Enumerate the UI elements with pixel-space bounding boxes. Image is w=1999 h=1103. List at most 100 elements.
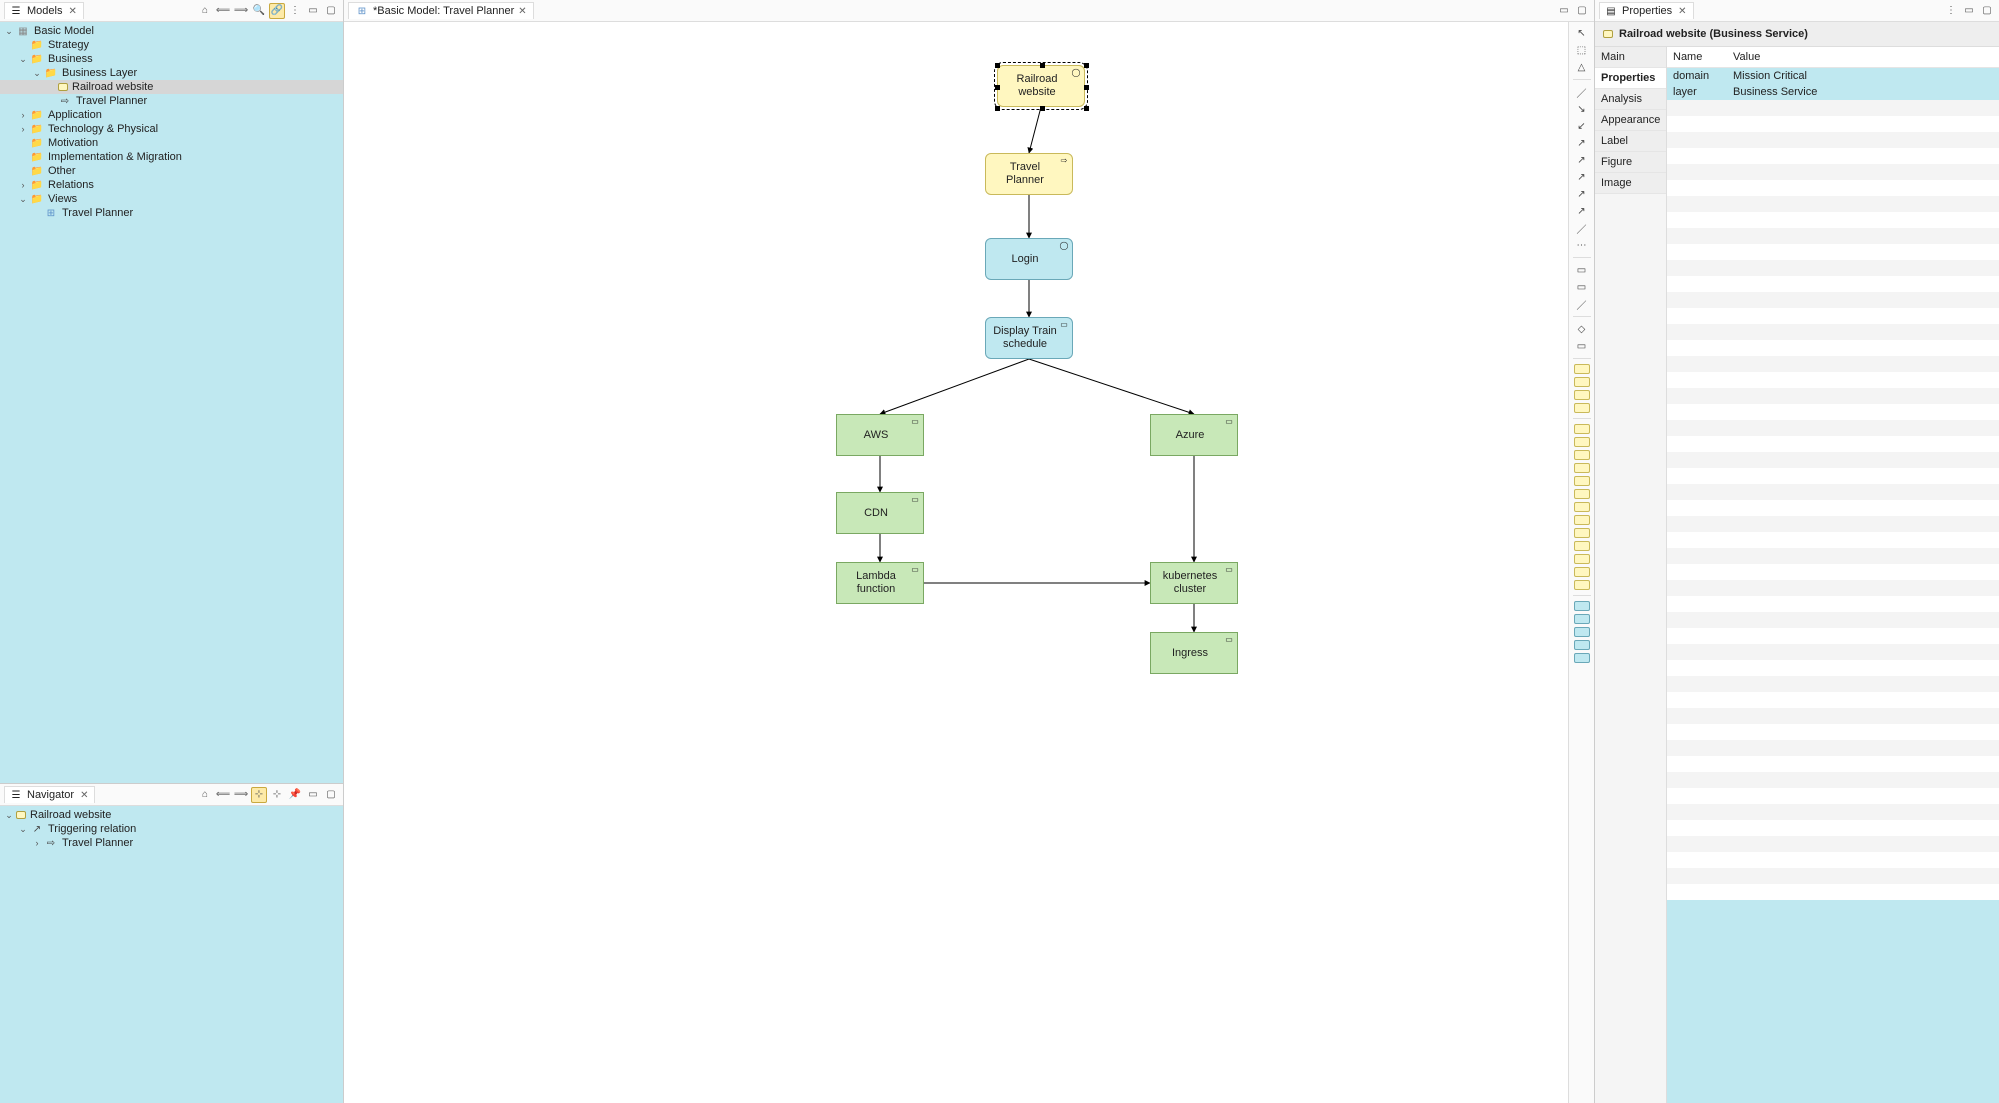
tree-item-railroad-website[interactable]: Railroad website — [0, 80, 343, 94]
tree-item-other[interactable]: Other — [0, 164, 343, 178]
resize-handle[interactable] — [1084, 85, 1089, 90]
node-ingress[interactable]: Ingress▭ — [1150, 632, 1238, 674]
menu-icon[interactable]: ⋮ — [1943, 3, 1959, 19]
palette-item[interactable]: △ — [1573, 60, 1591, 74]
node-k8s[interactable]: kubernetes cluster▭ — [1150, 562, 1238, 604]
palette-item[interactable] — [1574, 601, 1590, 611]
close-icon[interactable]: ✕ — [518, 6, 526, 17]
twisty-icon[interactable]: › — [32, 838, 42, 848]
palette-item[interactable] — [1574, 502, 1590, 512]
minimize-icon[interactable]: ▭ — [1961, 3, 1977, 19]
twisty-icon[interactable]: › — [18, 110, 28, 120]
node-login[interactable]: Login◯ — [985, 238, 1073, 280]
minimize-icon[interactable]: ▭ — [305, 3, 321, 19]
properties-section-tab[interactable]: Figure — [1595, 152, 1666, 173]
palette-item[interactable] — [1574, 437, 1590, 447]
properties-section-tab[interactable]: Analysis — [1595, 89, 1666, 110]
tree-item-impl-mig[interactable]: Implementation & Migration — [0, 150, 343, 164]
models-tab[interactable]: ☰ Models ✕ — [4, 2, 84, 19]
palette-item[interactable] — [1574, 640, 1590, 650]
palette-item[interactable] — [1574, 489, 1590, 499]
palette-item[interactable] — [1574, 424, 1590, 434]
close-icon[interactable]: ✕ — [78, 790, 90, 801]
palette-item[interactable] — [1574, 463, 1590, 473]
tree-item-strategy[interactable]: Strategy — [0, 38, 343, 52]
node-display[interactable]: Display Train schedule▭ — [985, 317, 1073, 359]
close-icon[interactable]: ✕ — [66, 6, 78, 17]
palette-item[interactable] — [1574, 450, 1590, 460]
tree-item-relations[interactable]: › Relations — [0, 178, 343, 192]
nav-root[interactable]: ⌄ Railroad website — [0, 808, 343, 822]
palette-item[interactable] — [1574, 403, 1590, 413]
palette-item[interactable] — [1574, 541, 1590, 551]
twisty-icon[interactable]: › — [18, 124, 28, 134]
palette-item[interactable] — [1574, 627, 1590, 637]
maximize-icon[interactable]: ▢ — [1574, 3, 1590, 19]
tree-root[interactable]: ⌄ Basic Model — [0, 24, 343, 38]
tree-item-tech-phys[interactable]: › Technology & Physical — [0, 122, 343, 136]
properties-section-tab[interactable]: Properties — [1595, 68, 1666, 89]
palette-item[interactable]: ↗ — [1573, 204, 1591, 218]
tree-item-views[interactable]: ⌄ Views — [0, 192, 343, 206]
fwd-icon[interactable]: ⟹ — [233, 787, 249, 803]
palette-item[interactable]: ↗ — [1573, 153, 1591, 167]
maximize-icon[interactable]: ▢ — [1979, 3, 1995, 19]
editor-tab[interactable]: *Basic Model: Travel Planner ✕ — [348, 2, 534, 19]
twisty-icon[interactable]: ⌄ — [18, 824, 28, 835]
node-lambda[interactable]: Lambda function▭ — [836, 562, 924, 604]
palette-item[interactable]: ↙ — [1573, 119, 1591, 133]
nav-triggering[interactable]: ⌄ Triggering relation — [0, 822, 343, 836]
twisty-icon[interactable]: ⌄ — [4, 810, 14, 821]
property-row[interactable]: layerBusiness Service — [1667, 84, 1999, 100]
tree-item-business-layer[interactable]: ⌄ Business Layer — [0, 66, 343, 80]
home-icon[interactable]: ⌂ — [197, 787, 213, 803]
palette-item[interactable] — [1574, 515, 1590, 525]
minimize-icon[interactable]: ▭ — [305, 787, 321, 803]
palette-item[interactable]: ▭ — [1573, 280, 1591, 294]
home-icon[interactable]: ⌂ — [197, 3, 213, 19]
tree-item-travel-planner[interactable]: Travel Planner — [0, 94, 343, 108]
resize-handle[interactable] — [1040, 63, 1045, 68]
node-aws[interactable]: AWS▭ — [836, 414, 924, 456]
palette-item[interactable] — [1574, 580, 1590, 590]
node-cdn[interactable]: CDN▭ — [836, 492, 924, 534]
node-railroad[interactable]: Railroad website◯ — [997, 65, 1085, 107]
twisty-icon[interactable]: ⌄ — [18, 54, 28, 65]
palette-item[interactable]: ／ — [1573, 221, 1591, 235]
pin-icon[interactable]: 📌 — [287, 787, 303, 803]
palette-item[interactable] — [1574, 567, 1590, 577]
palette-item[interactable] — [1574, 476, 1590, 486]
tree-item-application[interactable]: › Application — [0, 108, 343, 122]
node-azure[interactable]: Azure▭ — [1150, 414, 1238, 456]
search-icon[interactable]: 🔍 — [251, 3, 267, 19]
nav-mode2-icon[interactable]: ⊹ — [269, 787, 285, 803]
palette-item[interactable]: ↖ — [1573, 26, 1591, 40]
palette-item[interactable]: ↗ — [1573, 136, 1591, 150]
twisty-icon[interactable]: ⌄ — [18, 194, 28, 205]
palette-item[interactable] — [1574, 390, 1590, 400]
properties-section-tab[interactable]: Image — [1595, 173, 1666, 194]
palette-item[interactable]: ↘ — [1573, 102, 1591, 116]
maximize-icon[interactable]: ▢ — [323, 787, 339, 803]
twisty-icon[interactable]: ⌄ — [32, 68, 42, 79]
nav-mode-icon[interactable]: ⊹ — [251, 787, 267, 803]
properties-tab[interactable]: ▤ Properties ✕ — [1599, 2, 1694, 19]
palette-item[interactable]: ⬚ — [1573, 43, 1591, 57]
palette-item[interactable] — [1574, 614, 1590, 624]
models-tree[interactable]: ⌄ Basic Model Strategy ⌄ Business ⌄ — [0, 22, 343, 783]
resize-handle[interactable] — [995, 106, 1000, 111]
palette-item[interactable]: ⋯ — [1573, 238, 1591, 252]
palette-item[interactable]: ↗ — [1573, 170, 1591, 184]
palette-item[interactable] — [1574, 653, 1590, 663]
back-icon[interactable]: ⟸ — [215, 3, 231, 19]
twisty-icon[interactable]: › — [18, 180, 28, 190]
close-icon[interactable]: ✕ — [1676, 6, 1688, 17]
palette-item[interactable]: ／ — [1573, 297, 1591, 311]
tree-item-motivation[interactable]: Motivation — [0, 136, 343, 150]
tree-item-view-travel-planner[interactable]: Travel Planner — [0, 206, 343, 220]
minimize-icon[interactable]: ▭ — [1556, 3, 1572, 19]
tree-item-business[interactable]: ⌄ Business — [0, 52, 343, 66]
palette-item[interactable] — [1574, 377, 1590, 387]
navigator-tree[interactable]: ⌄ Railroad website ⌄ Triggering relation… — [0, 806, 343, 1103]
twisty-icon[interactable]: ⌄ — [4, 26, 14, 37]
